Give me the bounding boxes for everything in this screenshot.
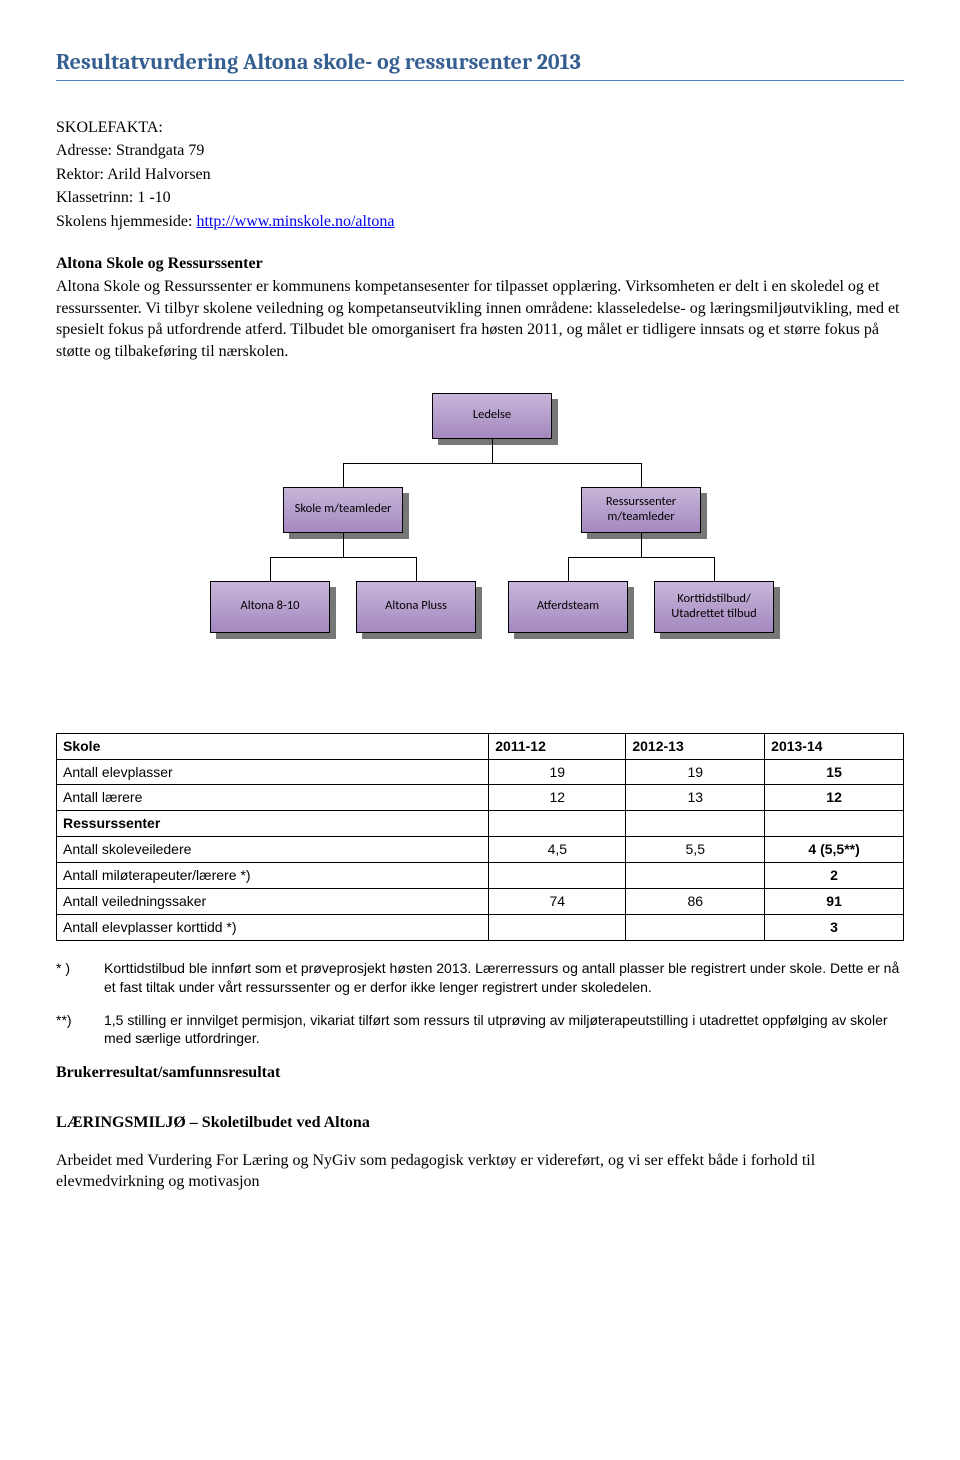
table-row: Antall lærere121312 <box>57 785 904 811</box>
table-row: Antall elevplasser191915 <box>57 759 904 785</box>
facts-line: Adresse: Strandgata 79 <box>56 140 904 162</box>
stats-table: Skole 2011-12 2012-13 2013-14 Antall ele… <box>56 733 904 941</box>
row-value: 19 <box>489 759 626 785</box>
footnote: **) 1,5 stilling er innvilget permisjon,… <box>56 1011 904 1049</box>
footnote-mark: * ) <box>56 959 104 997</box>
section-laeringsmiljo: LÆRINGSMILJØ – Skoletilbudet ved Altona <box>56 1112 904 1134</box>
row-value <box>626 811 765 837</box>
footnotes: * ) Korttidstilbud ble innført som et pr… <box>56 959 904 1049</box>
row-value: 12 <box>489 785 626 811</box>
school-facts: SKOLEFAKTA: Adresse: Strandgata 79 Rekto… <box>56 117 904 233</box>
th-year: 2012-13 <box>626 733 765 759</box>
table-header-row: Skole 2011-12 2012-13 2013-14 <box>57 733 904 759</box>
row-value: 13 <box>626 785 765 811</box>
org-chart: Ledelse Skole m/teamleder Ressurssenter … <box>170 393 790 703</box>
org-node-korttid: Korttidstilbud/ Utadrettet tilbud <box>654 581 774 633</box>
row-value: 19 <box>626 759 765 785</box>
row-value: 4 (5,5**) <box>765 837 904 863</box>
closing-paragraph: Arbeidet med Vurdering For Læring og NyG… <box>56 1150 904 1193</box>
row-label: Ressurssenter <box>57 811 489 837</box>
table-row: Antall miløterapeuter/lærere *) 2 <box>57 863 904 889</box>
row-label: Antall elevplasser korttidd *) <box>57 914 489 940</box>
row-value: 15 <box>765 759 904 785</box>
th-label: Skole <box>57 733 489 759</box>
row-value <box>765 811 904 837</box>
row-label: Antall skoleveiledere <box>57 837 489 863</box>
table-row: Antall skoleveiledere4,55,54 (5,5**) <box>57 837 904 863</box>
row-label: Antall veiledningssaker <box>57 888 489 914</box>
footnote-mark: **) <box>56 1011 104 1049</box>
row-value <box>626 914 765 940</box>
page-title: Resultatvurdering Altona skole- og ressu… <box>56 48 904 81</box>
org-node-altona810: Altona 8-10 <box>210 581 330 633</box>
org-node-skole: Skole m/teamleder <box>283 487 403 533</box>
row-value: 12 <box>765 785 904 811</box>
homepage-link[interactable]: http://www.minskole.no/altona <box>196 213 394 230</box>
table-row: Antall elevplasser korttidd *) 3 <box>57 914 904 940</box>
facts-line: Rektor: Arild Halvorsen <box>56 164 904 186</box>
row-value <box>489 811 626 837</box>
row-value <box>626 863 765 889</box>
row-value <box>489 914 626 940</box>
footnote: * ) Korttidstilbud ble innført som et pr… <box>56 959 904 997</box>
row-label: Antall lærere <box>57 785 489 811</box>
row-value: 5,5 <box>626 837 765 863</box>
org-node-root: Ledelse <box>432 393 552 439</box>
row-value: 3 <box>765 914 904 940</box>
table-row: Antall veiledningssaker748691 <box>57 888 904 914</box>
th-year: 2011-12 <box>489 733 626 759</box>
facts-heading: SKOLEFAKTA: <box>56 117 904 139</box>
intro-heading: Altona Skole og Ressurssenter <box>56 253 904 275</box>
row-label: Antall miløterapeuter/lærere *) <box>57 863 489 889</box>
table-row: Ressurssenter <box>57 811 904 837</box>
row-label: Antall elevplasser <box>57 759 489 785</box>
org-node-pluss: Altona Pluss <box>356 581 476 633</box>
intro-body: Altona Skole og Ressurssenter er kommune… <box>56 276 904 362</box>
footnote-text: Korttidstilbud ble innført som et prøvep… <box>104 959 904 997</box>
org-node-ressurs: Ressurssenter m/teamleder <box>581 487 701 533</box>
row-value: 86 <box>626 888 765 914</box>
org-node-atferd: Atferdsteam <box>508 581 628 633</box>
th-year: 2013-14 <box>765 733 904 759</box>
homepage-prefix: Skolens hjemmeside: <box>56 213 196 230</box>
row-value: 4,5 <box>489 837 626 863</box>
row-value: 74 <box>489 888 626 914</box>
row-value: 91 <box>765 888 904 914</box>
footnote-text: 1,5 stilling er innvilget permisjon, vik… <box>104 1011 904 1049</box>
row-value <box>489 863 626 889</box>
section-brukerresultat: Brukerresultat/samfunnsresultat <box>56 1062 904 1084</box>
facts-homepage: Skolens hjemmeside: http://www.minskole.… <box>56 211 904 233</box>
facts-line: Klassetrinn: 1 -10 <box>56 187 904 209</box>
row-value: 2 <box>765 863 904 889</box>
